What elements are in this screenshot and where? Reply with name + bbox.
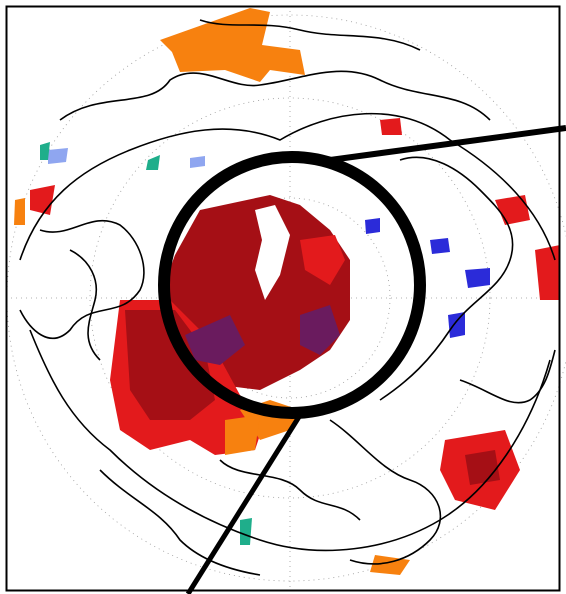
orange-patch: [225, 415, 260, 455]
blue-patch: [465, 268, 490, 288]
orange-patch: [14, 198, 25, 225]
light-blue-patch: [48, 148, 68, 164]
page: [0, 0, 566, 594]
light-blue-patch: [190, 156, 205, 168]
polar-map: [0, 0, 566, 594]
teal-patch: [240, 518, 252, 545]
dark-red-patch: [465, 450, 500, 485]
blue-patch: [430, 238, 450, 254]
red-patch: [380, 118, 402, 135]
blue-patch: [365, 218, 380, 234]
